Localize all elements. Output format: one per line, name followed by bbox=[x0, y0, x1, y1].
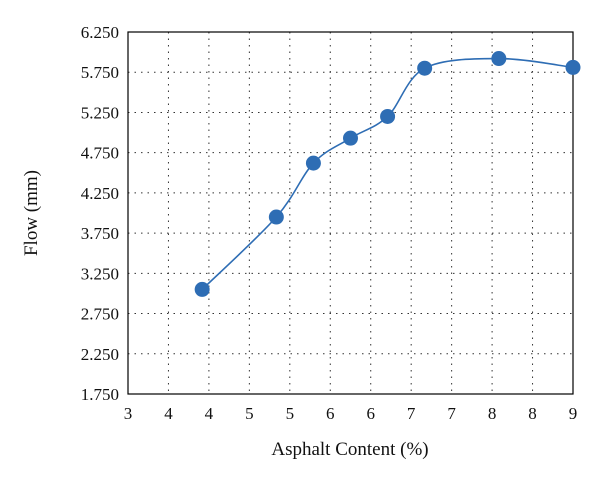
y-tick-label: 6.250 bbox=[81, 23, 119, 42]
x-tick-label: 3 bbox=[124, 404, 133, 423]
data-point bbox=[380, 108, 396, 124]
x-axis-ticks: 3 4 4 5 5 6 6 7 7 8 8 9 bbox=[124, 404, 578, 423]
data-point bbox=[565, 59, 581, 75]
x-axis-title: Asphalt Content (%) bbox=[271, 439, 428, 460]
x-tick-label: 7 bbox=[447, 404, 456, 423]
y-tick-label: 2.750 bbox=[81, 305, 119, 324]
x-tick-label: 4 bbox=[205, 404, 214, 423]
y-axis-title: Flow (mm) bbox=[21, 170, 42, 256]
data-point bbox=[268, 209, 284, 225]
series-line bbox=[201, 57, 574, 290]
x-tick-label: 5 bbox=[245, 404, 254, 423]
grid-lines bbox=[128, 32, 573, 394]
x-tick-label: 7 bbox=[407, 404, 416, 423]
data-point bbox=[305, 155, 321, 171]
data-point bbox=[417, 60, 433, 76]
x-tick-label: 4 bbox=[164, 404, 173, 423]
y-tick-label: 4.250 bbox=[81, 184, 119, 203]
y-tick-label: 5.750 bbox=[81, 63, 119, 82]
x-tick-label: 8 bbox=[528, 404, 537, 423]
data-point bbox=[491, 51, 507, 67]
y-tick-label: 2.250 bbox=[81, 345, 119, 364]
y-tick-label: 3.250 bbox=[81, 264, 119, 283]
x-tick-label: 6 bbox=[326, 404, 335, 423]
data-points bbox=[194, 51, 581, 297]
y-tick-label: 1.750 bbox=[81, 385, 119, 404]
x-tick-label: 6 bbox=[366, 404, 375, 423]
y-axis-ticks: 1.750 2.250 2.750 3.250 3.750 4.250 4.750 5.250… bbox=[81, 23, 119, 404]
data-point bbox=[343, 130, 358, 146]
plot-area-border bbox=[127, 31, 574, 395]
y-tick-label: 4.750 bbox=[81, 144, 119, 163]
data-point bbox=[194, 281, 210, 297]
y-tick-label: 3.750 bbox=[81, 224, 119, 243]
x-tick-label: 5 bbox=[286, 404, 295, 423]
x-tick-label: 9 bbox=[569, 404, 578, 423]
y-tick-label: 5.250 bbox=[81, 103, 119, 122]
x-tick-label: 8 bbox=[488, 404, 497, 423]
